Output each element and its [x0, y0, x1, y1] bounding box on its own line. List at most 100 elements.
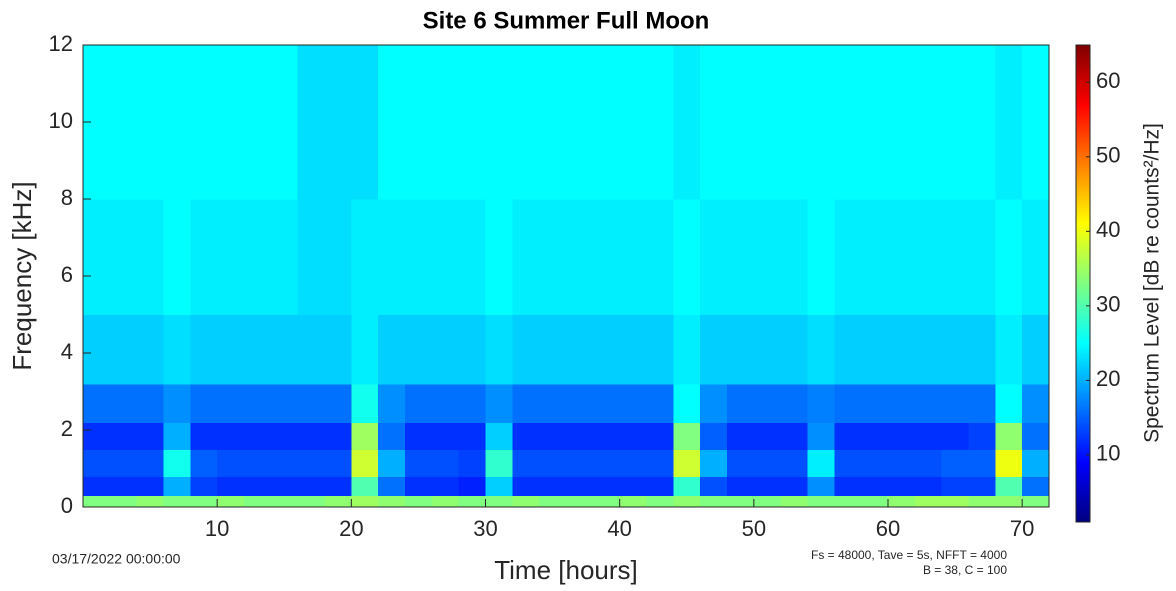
- spectrogram-cell: [780, 383, 809, 423]
- spectrogram-cell: [700, 314, 728, 385]
- spectrogram-cell: [914, 449, 943, 477]
- spectrogram-cell: [485, 45, 513, 200]
- spectrogram-cell: [458, 476, 487, 497]
- x-tick-label: 50: [742, 516, 766, 541]
- spectrogram-cell: [968, 383, 996, 423]
- colorbar-tick-label: 30: [1096, 292, 1120, 317]
- spectrogram-cell: [485, 495, 513, 508]
- spectrogram-cell: [834, 383, 862, 423]
- spectrogram-cell: [941, 476, 970, 497]
- spectrogram-cell: [270, 45, 299, 200]
- spectrogram-cell: [485, 314, 513, 385]
- spectrogram-cell: [270, 495, 299, 508]
- spectrogram-cell: [378, 449, 406, 477]
- spectrogram-cell: [700, 476, 728, 497]
- spectrogram-cell: [1022, 449, 1050, 477]
- spectrogram-cell: [1022, 199, 1050, 316]
- spectrogram-cell: [619, 45, 648, 200]
- spectrogram-cell: [780, 495, 809, 508]
- spectrogram-cell: [807, 199, 835, 316]
- spectrogram-cell: [244, 495, 272, 508]
- spectrogram-cell: [297, 45, 326, 200]
- spectrogram-cell: [351, 199, 379, 316]
- y-tick-label: 6: [61, 262, 73, 287]
- spectrogram-cell: [753, 199, 782, 316]
- spectrogram-cell: [378, 422, 406, 450]
- spectrogram-cell: [673, 383, 701, 423]
- spectrogram-cell: [163, 383, 191, 423]
- spectrogram-cell: [727, 422, 755, 450]
- spectrogram-cell: [431, 449, 460, 477]
- spectrogram-cell: [324, 422, 352, 450]
- spectrogram-cell: [190, 449, 218, 477]
- spectrogram-cell: [485, 383, 513, 423]
- spectrogram-cell: [539, 476, 567, 497]
- spectrogram-cell: [700, 383, 728, 423]
- spectrogram-cell: [780, 314, 809, 385]
- spectrogram-cell: [673, 476, 701, 497]
- colorbar-tick-label: 10: [1096, 441, 1120, 466]
- spectrogram-cell: [136, 383, 165, 423]
- spectrogram-cell: [109, 422, 138, 450]
- spectrogram-cell: [968, 476, 996, 497]
- spectrogram-cell: [968, 422, 996, 450]
- y-tick-label: 8: [61, 185, 73, 210]
- spectrogram-cell: [539, 314, 567, 385]
- spectrogram-cell: [861, 199, 889, 316]
- spectrogram-cell: [136, 422, 165, 450]
- spectrogram-cell: [217, 383, 245, 423]
- spectrogram-cell: [190, 422, 218, 450]
- spectrogram-cell: [244, 449, 272, 477]
- spectrogram-cell: [727, 45, 755, 200]
- spectrogram-cell: [244, 199, 272, 316]
- heatmap: [83, 45, 1050, 508]
- spectrogram-cell: [136, 476, 165, 497]
- spectrogram-cell: [807, 495, 835, 508]
- spectrogram-cell: [163, 449, 191, 477]
- spectrogram-cell: [968, 449, 996, 477]
- spectrogram-cell: [485, 199, 513, 316]
- spectrogram-cell: [566, 495, 594, 508]
- spectrogram-cell: [351, 422, 379, 450]
- spectrogram-cell: [941, 314, 970, 385]
- spectrogram-cell: [1022, 422, 1050, 450]
- spectrogram-cell: [324, 199, 352, 316]
- spectrogram-cell: [539, 449, 567, 477]
- spectrogram-cell: [914, 495, 943, 508]
- spectrogram-cell: [888, 495, 916, 508]
- spectrogram-cell: [914, 199, 943, 316]
- spectrogram-cell: [941, 495, 970, 508]
- spectrogram-cell: [405, 314, 433, 385]
- spectrogram-cell: [485, 449, 513, 477]
- spectrogram-cell: [405, 383, 433, 423]
- spectrogram-cell: [324, 449, 352, 477]
- spectrogram-cell: [163, 422, 191, 450]
- spectrogram-cell: [780, 45, 809, 200]
- spectrogram-cell: [324, 383, 352, 423]
- spectrogram-cell: [700, 449, 728, 477]
- spectrogram-cell: [941, 422, 970, 450]
- spectrogram-cell: [780, 476, 809, 497]
- spectrogram-cell: [834, 314, 862, 385]
- spectrogram-cell: [378, 495, 406, 508]
- spectrogram-cell: [968, 314, 996, 385]
- spectrogram-cell: [646, 383, 674, 423]
- colorbar-label: Spectrum Level [dB re counts²/Hz]: [1141, 123, 1164, 443]
- spectrogram-cell: [646, 199, 674, 316]
- spectrogram-cell: [834, 476, 862, 497]
- spectrogram-cell: [727, 495, 755, 508]
- colorbar: [1075, 44, 1091, 523]
- spectrogram-cell: [405, 422, 433, 450]
- spectrogram-cell: [244, 476, 272, 497]
- spectrogram-cell: [458, 449, 487, 477]
- spectrogram-cell: [592, 422, 621, 450]
- spectrogram-cell: [807, 422, 835, 450]
- spectrogram-cell: [217, 314, 245, 385]
- spectrogram-cell: [888, 449, 916, 477]
- spectrogram-cell: [673, 449, 701, 477]
- spectrogram-cell: [136, 449, 165, 477]
- spectrogram-cell: [619, 199, 648, 316]
- params-line2: B = 38, C = 100: [923, 563, 1007, 577]
- params-line1: Fs = 48000, Tave = 5s, NFFT = 4000: [811, 548, 1007, 562]
- spectrogram-cell: [1022, 476, 1050, 497]
